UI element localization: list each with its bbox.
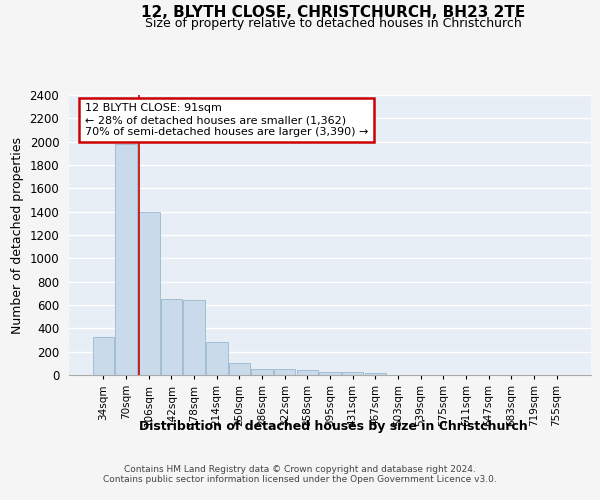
- Bar: [115, 144, 137, 375]
- Text: 12 BLYTH CLOSE: 91sqm
← 28% of detached houses are smaller (1,362)
70% of semi-d: 12 BLYTH CLOSE: 91sqm ← 28% of detached …: [85, 104, 368, 136]
- Text: 12, BLYTH CLOSE, CHRISTCHURCH, BH23 2TE: 12, BLYTH CLOSE, CHRISTCHURCH, BH23 2TE: [141, 5, 525, 20]
- Text: Distribution of detached houses by size in Christchurch: Distribution of detached houses by size …: [139, 420, 527, 433]
- Bar: [274, 369, 295, 375]
- Text: Contains public sector information licensed under the Open Government Licence v3: Contains public sector information licen…: [103, 475, 497, 484]
- Bar: [342, 372, 364, 375]
- Bar: [138, 212, 160, 375]
- Bar: [184, 300, 205, 375]
- Text: Size of property relative to detached houses in Christchurch: Size of property relative to detached ho…: [145, 18, 521, 30]
- Bar: [93, 337, 114, 375]
- Bar: [161, 299, 182, 375]
- Bar: [365, 372, 386, 375]
- Bar: [251, 369, 273, 375]
- Bar: [296, 370, 318, 375]
- Bar: [206, 342, 227, 375]
- Y-axis label: Number of detached properties: Number of detached properties: [11, 136, 24, 334]
- Bar: [319, 372, 341, 375]
- Bar: [229, 363, 250, 375]
- Text: Contains HM Land Registry data © Crown copyright and database right 2024.: Contains HM Land Registry data © Crown c…: [124, 465, 476, 474]
